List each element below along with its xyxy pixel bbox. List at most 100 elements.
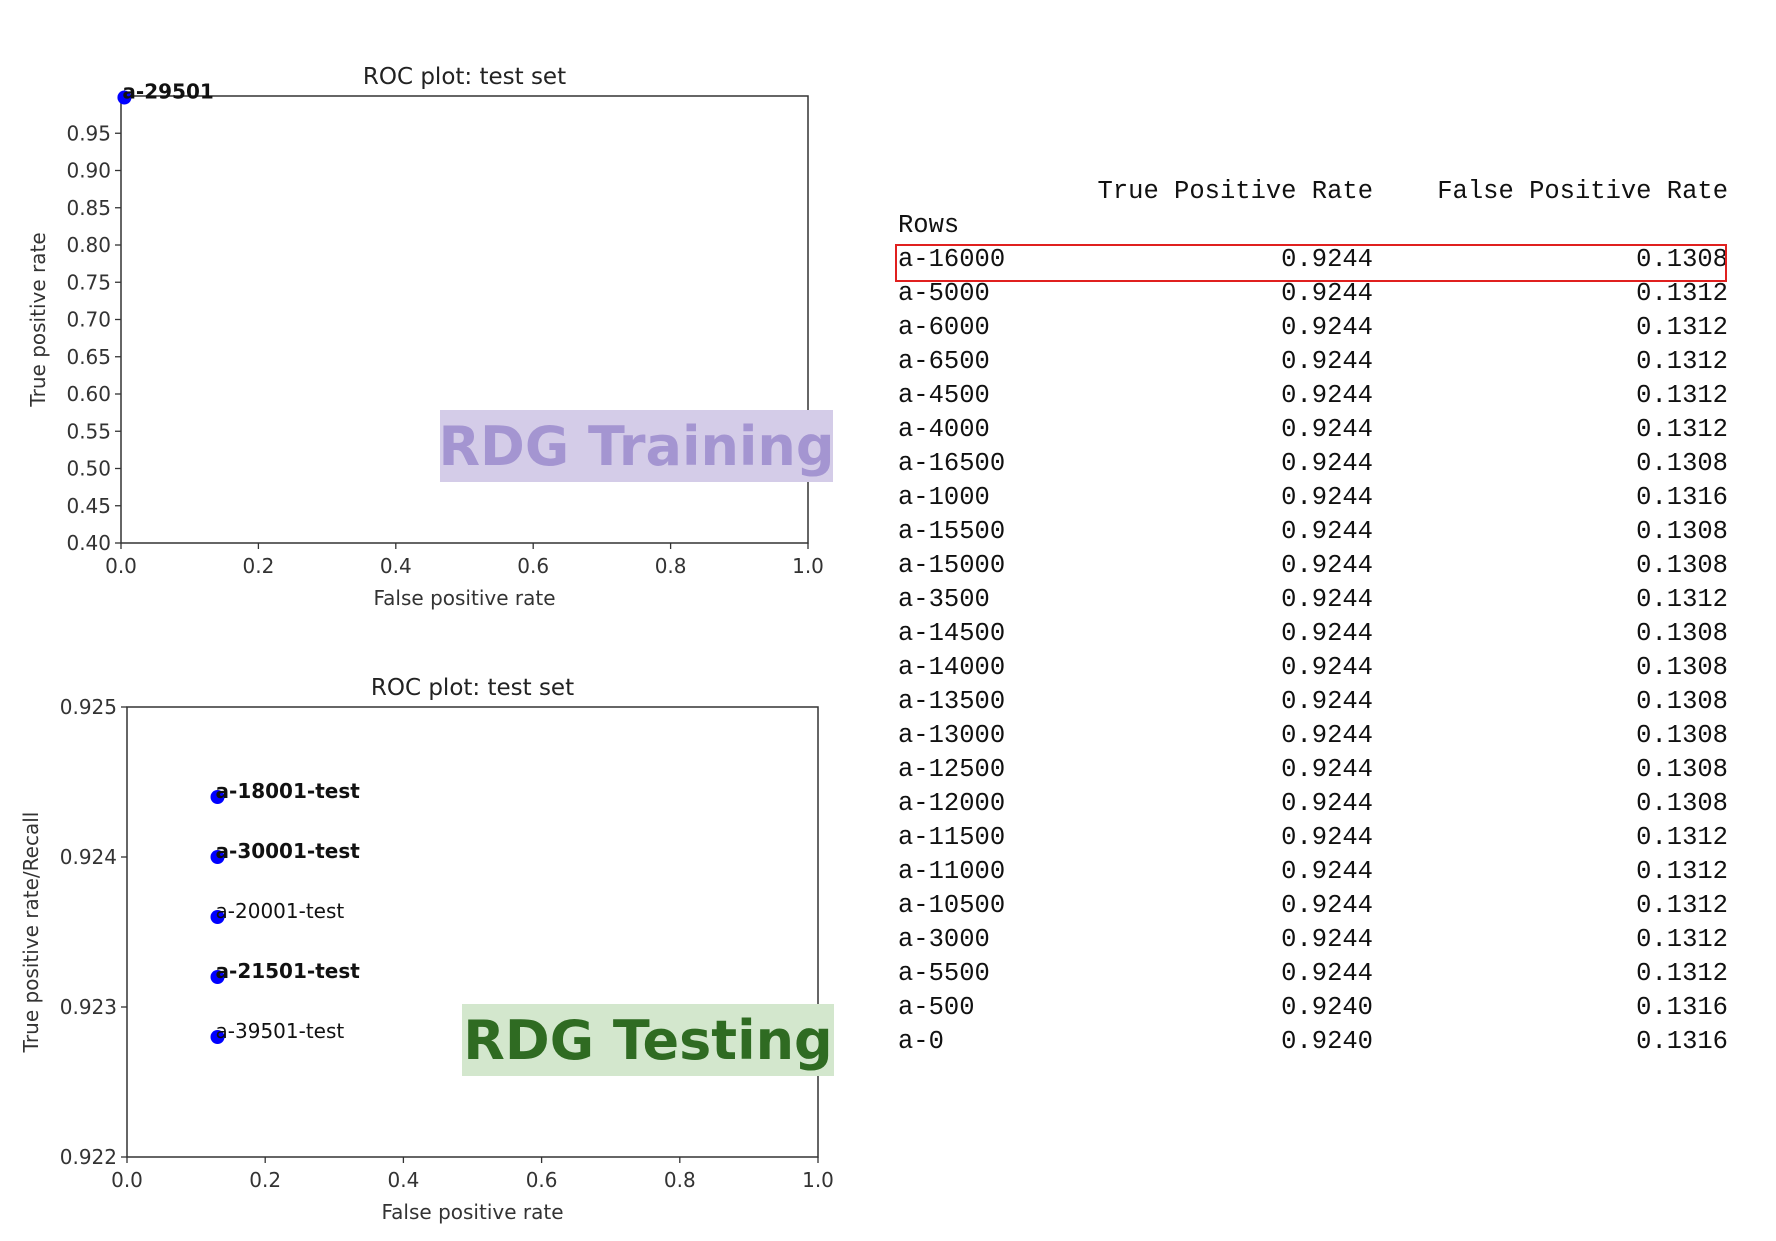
y-tick-label: 0.40 xyxy=(66,531,111,555)
y-tick-label: 0.95 xyxy=(66,121,111,145)
table-row: a-15500 0.9244 0.1308 xyxy=(898,515,1728,549)
x-tick-label: 1.0 xyxy=(802,1168,834,1192)
tpr-cell: 0.9244 xyxy=(1281,823,1373,852)
row-name-cell: a-0 xyxy=(898,1027,944,1056)
row-name-cell: a-1000 xyxy=(898,483,990,512)
table-row: a-5000 0.9244 0.1312 xyxy=(898,277,1728,311)
x-tick-label: 1.0 xyxy=(792,554,824,578)
fpr-cell: 0.1316 xyxy=(1636,1027,1728,1056)
table-row: a-3000 0.9244 0.1312 xyxy=(898,923,1728,957)
table-row: a-4500 0.9244 0.1312 xyxy=(898,379,1728,413)
y-tick-label: 0.55 xyxy=(66,419,111,443)
table-row: a-3500 0.9244 0.1312 xyxy=(898,583,1728,617)
row-name-cell: a-16500 xyxy=(898,449,1006,478)
x-tick-label: 0.6 xyxy=(517,554,549,578)
fpr-cell: 0.1308 xyxy=(1636,551,1728,580)
fpr-cell: 0.1312 xyxy=(1636,585,1728,614)
x-tick-label: 0.0 xyxy=(111,1168,143,1192)
tpr-cell: 0.9244 xyxy=(1281,245,1373,274)
table-row: a-14500 0.9244 0.1308 xyxy=(898,617,1728,651)
y-tick-label: 0.45 xyxy=(66,494,111,518)
point-label: a-29501 xyxy=(122,79,213,103)
table-header-tpr: True Positive Rate xyxy=(1097,177,1373,206)
tpr-cell: 0.9244 xyxy=(1281,483,1373,512)
table-row: a-11000 0.9244 0.1312 xyxy=(898,855,1728,889)
fpr-cell: 0.1308 xyxy=(1636,653,1728,682)
point-label: a-20001-test xyxy=(216,899,345,923)
x-tick-label: 0.0 xyxy=(105,554,137,578)
tpr-cell: 0.9244 xyxy=(1281,857,1373,886)
tpr-cell: 0.9244 xyxy=(1281,959,1373,988)
table-row: a-6000 0.9244 0.1312 xyxy=(898,311,1728,345)
fpr-cell: 0.1312 xyxy=(1636,313,1728,342)
results-table: True Positive Rate False Positive Rate R… xyxy=(898,175,1728,1059)
tpr-cell: 0.9244 xyxy=(1281,449,1373,478)
table-cutoff-fade xyxy=(898,1060,1728,1074)
y-tick-label: 0.925 xyxy=(60,695,117,719)
fpr-cell: 0.1308 xyxy=(1636,789,1728,818)
y-tick-label: 0.75 xyxy=(66,270,111,294)
y-axis-label: True positive rate/Recall xyxy=(19,812,43,1054)
point-label: a-30001-test xyxy=(216,839,361,863)
row-name-cell: a-3000 xyxy=(898,925,990,954)
fpr-cell: 0.1312 xyxy=(1636,415,1728,444)
tpr-cell: 0.9244 xyxy=(1281,619,1373,648)
chart-title: ROC plot: test set xyxy=(363,64,566,90)
testing-roc-chart: ROC plot: test set 0.0 0.2 0.4 0.6 0.8 1.0 0.92… xyxy=(19,675,834,1224)
row-name-cell: a-5500 xyxy=(898,959,990,988)
row-name-cell: a-4500 xyxy=(898,381,990,410)
table-body: a-16000 0.9244 0.1308 a-5000 0.9244 0.1312 a-6… xyxy=(898,243,1728,1059)
point-label: a-39501-test xyxy=(216,1019,345,1043)
table-row: a-11500 0.9244 0.1312 xyxy=(898,821,1728,855)
fpr-cell: 0.1312 xyxy=(1636,279,1728,308)
table-row: a-5500 0.9244 0.1312 xyxy=(898,957,1728,991)
y-tick-label: 0.922 xyxy=(60,1145,117,1169)
fpr-cell: 0.1316 xyxy=(1636,993,1728,1022)
tpr-cell: 0.9244 xyxy=(1281,721,1373,750)
chart-title: ROC plot: test set xyxy=(371,675,574,701)
fpr-cell: 0.1312 xyxy=(1636,857,1728,886)
row-name-cell: a-15000 xyxy=(898,551,1006,580)
fpr-cell: 0.1308 xyxy=(1636,619,1728,648)
data-point xyxy=(210,850,225,864)
table-row: a-500 0.9240 0.1316 xyxy=(898,991,1728,1025)
table-row: a-10500 0.9244 0.1312 xyxy=(898,889,1728,923)
rdg-training-label: RDG Training xyxy=(438,410,835,482)
row-name-cell: a-3500 xyxy=(898,585,990,614)
fpr-cell: 0.1308 xyxy=(1636,687,1728,716)
tpr-cell: 0.9244 xyxy=(1281,687,1373,716)
table-row: a-16000 0.9244 0.1308 xyxy=(898,243,1728,277)
x-tick-label: 0.4 xyxy=(380,554,412,578)
table-index-row: Rows xyxy=(898,209,1728,243)
y-tick-label: 0.923 xyxy=(60,995,117,1019)
x-tick-label: 0.4 xyxy=(387,1168,419,1192)
y-tick-label: 0.80 xyxy=(66,233,111,257)
tpr-cell: 0.9244 xyxy=(1281,891,1373,920)
x-tick-label: 0.6 xyxy=(526,1168,558,1192)
data-point xyxy=(210,970,225,984)
x-axis-label: False positive rate xyxy=(374,586,556,610)
table-row: a-0 0.9240 0.1316 xyxy=(898,1025,1728,1059)
y-tick-label: 0.90 xyxy=(66,159,111,183)
row-name-cell: a-4000 xyxy=(898,415,990,444)
row-name-cell: a-14000 xyxy=(898,653,1006,682)
table-header-fpr: False Positive Rate xyxy=(1437,177,1728,206)
tpr-cell: 0.9240 xyxy=(1281,993,1373,1022)
row-name-cell: a-13000 xyxy=(898,721,1006,750)
table-row: a-1000 0.9244 0.1316 xyxy=(898,481,1728,515)
tpr-cell: 0.9244 xyxy=(1281,313,1373,342)
row-name-cell: a-10500 xyxy=(898,891,1006,920)
fpr-cell: 0.1312 xyxy=(1636,959,1728,988)
fpr-cell: 0.1308 xyxy=(1636,245,1728,274)
y-tick-label: 0.65 xyxy=(66,345,111,369)
tpr-cell: 0.9244 xyxy=(1281,551,1373,580)
table-row: a-16500 0.9244 0.1308 xyxy=(898,447,1728,481)
fpr-cell: 0.1312 xyxy=(1636,891,1728,920)
data-point xyxy=(210,910,225,924)
y-tick-label: 0.70 xyxy=(66,308,111,332)
y-tick-label: 0.50 xyxy=(66,457,111,481)
row-name-cell: a-500 xyxy=(898,993,975,1022)
row-name-cell: a-14500 xyxy=(898,619,1006,648)
table-row: a-15000 0.9244 0.1308 xyxy=(898,549,1728,583)
row-name-cell: a-11000 xyxy=(898,857,1006,886)
